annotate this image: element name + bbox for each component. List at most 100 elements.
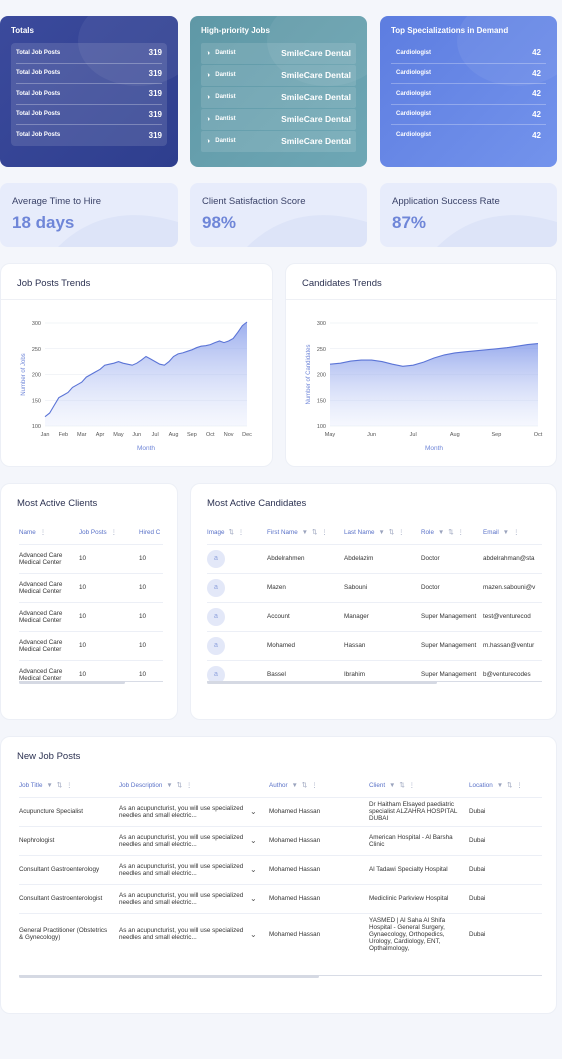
job-author[interactable]: Mohamed Hassan <box>269 796 369 826</box>
job-client[interactable]: Dr Haitham Elsayed paediatric specialist… <box>369 796 469 826</box>
filter-icon[interactable]: ▼ <box>46 782 53 790</box>
col-header-hired[interactable]: Hired C <box>139 522 163 544</box>
high-priority-row[interactable]: ◑ Dantist SmileCare Dental <box>201 109 356 130</box>
job-title[interactable]: Nephrologist <box>19 825 119 855</box>
sort-icon[interactable]: ⇅ <box>176 782 182 790</box>
table-row[interactable]: Advanced Care Medical Center 10 10 <box>19 572 163 602</box>
candidate-email[interactable]: abdelrahman@sta <box>483 543 542 573</box>
col-header-author[interactable]: Author ▼ ⇅ ⋮ <box>269 775 369 797</box>
more-vertical-icon[interactable]: ⋮ <box>408 782 415 790</box>
client-name[interactable]: Advanced Care Medical Center <box>19 659 79 689</box>
client-name[interactable]: Advanced Care Medical Center <box>19 601 79 631</box>
more-vertical-icon[interactable]: ⋮ <box>237 529 245 537</box>
sort-icon[interactable]: ⇅ <box>448 529 454 537</box>
high-priority-row[interactable]: ◑ Dantist SmileCare Dental <box>201 43 356 64</box>
job-client[interactable]: Mediclinic Parkview Hospital <box>369 883 469 913</box>
sort-icon[interactable]: ⇅ <box>388 529 394 537</box>
job-author[interactable]: Mohamed Hassan <box>269 825 369 855</box>
col-header-job-title[interactable]: Job Title ▼ ⇅ ⋮ <box>19 775 119 797</box>
job-client[interactable]: YASMED | Al Saha Al Shifa Hospital - Gen… <box>369 912 469 955</box>
filter-icon[interactable]: ▼ <box>502 529 509 537</box>
chevron-down-icon[interactable]: ⌄ <box>250 836 257 845</box>
sort-icon[interactable]: ⇅ <box>301 782 308 790</box>
job-client[interactable]: Al Tadawi Specialty Hospital <box>369 854 469 884</box>
x-tick-label: Jun <box>367 432 376 438</box>
more-vertical-icon[interactable]: ⋮ <box>185 782 193 790</box>
col-header-job-description[interactable]: Job Description ▼ ⇅ ⋮ <box>119 775 269 797</box>
more-vertical-icon[interactable]: ⋮ <box>512 529 520 537</box>
table-row[interactable]: Consultant Gastroenterology As an acupun… <box>19 854 542 884</box>
high-priority-row[interactable]: ◑ Dantist SmileCare Dental <box>201 87 356 108</box>
chevron-down-icon[interactable]: ⌄ <box>250 865 257 874</box>
job-title[interactable]: Consultant Gastroenterologist <box>19 883 119 913</box>
candidate-email[interactable]: test@venturecod <box>483 601 542 631</box>
candidate-email[interactable]: mazen.sabouni@v <box>483 572 542 602</box>
table-row[interactable]: Advanced Care Medical Center 10 10 <box>19 601 163 631</box>
col-header-name[interactable]: Name ⋮ <box>19 522 79 544</box>
table-row[interactable]: a Mohamed Hassan Super Management m.hassan@v… <box>207 630 542 660</box>
candidate-email[interactable]: m.hassan@ventur <box>483 630 542 660</box>
filter-icon[interactable]: ▼ <box>496 782 504 790</box>
filter-icon[interactable]: ▼ <box>166 782 173 790</box>
job-client: SmileCare Dental <box>281 136 351 147</box>
high-priority-row[interactable]: ◑ Dantist SmileCare Dental <box>201 65 356 86</box>
table-row[interactable]: Acupuncture Specialist As an acupuncturi… <box>19 796 542 826</box>
horizontal-scrollbar[interactable] <box>207 681 437 684</box>
sort-icon[interactable]: ⇅ <box>312 529 318 537</box>
table-row[interactable]: Consultant Gastroenterologist As an acup… <box>19 883 542 913</box>
col-header-first-name[interactable]: First Name ▼ ⇅ ⋮ <box>267 522 344 544</box>
table-row[interactable]: Advanced Care Medical Center 10 10 <box>19 659 163 689</box>
chevron-down-icon[interactable]: ⌄ <box>250 929 257 939</box>
client-name[interactable]: Advanced Care Medical Center <box>19 630 79 660</box>
more-vertical-icon[interactable]: ⋮ <box>65 782 73 790</box>
job-author[interactable]: Mohamed Hassan <box>269 912 369 955</box>
more-vertical-icon[interactable]: ⋮ <box>311 782 318 790</box>
col-header-image[interactable]: Image ⇅ ⋮ <box>207 522 267 544</box>
filter-icon[interactable]: ▼ <box>378 529 385 537</box>
filter-icon[interactable]: ▼ <box>389 782 396 790</box>
horizontal-scrollbar[interactable] <box>19 975 319 978</box>
col-header-role[interactable]: Role ▼ ⇅ ⋮ <box>421 522 483 544</box>
job-title[interactable]: General Practitioner (Obstetrics & Gynec… <box>19 912 119 955</box>
col-header-last-name[interactable]: Last Name ▼ ⇅ ⋮ <box>344 522 421 544</box>
col-header-email[interactable]: Email ▼ ⋮ <box>483 522 542 544</box>
col-header-location[interactable]: Location ▼ ⇅ ⋮ <box>469 775 542 797</box>
chevron-down-icon[interactable]: ⌄ <box>250 807 257 816</box>
more-vertical-icon[interactable]: ⋮ <box>110 529 117 537</box>
more-vertical-icon[interactable]: ⋮ <box>39 529 47 537</box>
client-name[interactable]: Advanced Care Medical Center <box>19 543 79 573</box>
more-vertical-icon[interactable]: ⋮ <box>397 529 405 537</box>
chevron-down-icon[interactable]: ⌄ <box>250 894 257 903</box>
table-row[interactable]: a Bassel Ibrahim Super Management b@venturec… <box>207 659 542 689</box>
col-header-job-posts[interactable]: Job Posts ⋮ <box>79 522 139 544</box>
table-row[interactable]: Nephrologist As an acupuncturist, you wi… <box>19 825 542 855</box>
sort-icon[interactable]: ⇅ <box>228 529 234 537</box>
sort-icon[interactable]: ⇅ <box>56 782 62 790</box>
sort-icon[interactable]: ⇅ <box>507 782 513 790</box>
table-row[interactable]: a Abdelrahmen Abdelazim Doctor abdelrahman@s… <box>207 543 542 573</box>
more-vertical-icon[interactable]: ⋮ <box>516 782 523 790</box>
table-row[interactable]: Advanced Care Medical Center 10 10 <box>19 630 163 660</box>
sort-icon[interactable]: ⇅ <box>399 782 405 790</box>
job-author[interactable]: Mohamed Hassan <box>269 883 369 913</box>
table-row[interactable]: a Mazen Sabouni Doctor mazen.sabouni@v <box>207 572 542 602</box>
candidate-email[interactable]: b@venturecodes <box>483 659 542 689</box>
job-title[interactable]: Acupuncture Specialist <box>19 796 119 826</box>
more-vertical-icon[interactable]: ⋮ <box>321 529 328 537</box>
filter-icon[interactable]: ▼ <box>291 782 298 790</box>
table-row[interactable]: Advanced Care Medical Center 10 10 <box>19 543 163 573</box>
job-author[interactable]: Mohamed Hassan <box>269 854 369 884</box>
client-name[interactable]: Advanced Care Medical Center <box>19 572 79 602</box>
x-axis-label: Month <box>137 445 155 452</box>
table-row[interactable]: General Practitioner (Obstetrics & Gynec… <box>19 912 542 955</box>
job-title[interactable]: Consultant Gastroenterology <box>19 854 119 884</box>
col-header-client[interactable]: Client ▼ ⇅ ⋮ <box>369 775 469 797</box>
horizontal-scrollbar[interactable] <box>19 681 125 684</box>
y-axis-label: Number of Candidates <box>306 344 312 404</box>
filter-icon[interactable]: ▼ <box>437 529 445 537</box>
filter-icon[interactable]: ▼ <box>301 529 309 537</box>
job-client[interactable]: American Hospital - Al Barsha Clinic <box>369 825 469 855</box>
more-vertical-icon[interactable]: ⋮ <box>457 529 464 537</box>
high-priority-row[interactable]: ◑ Dantist SmileCare Dental <box>201 131 356 152</box>
table-row[interactable]: a Account Manager Super Management test@vent… <box>207 601 542 631</box>
